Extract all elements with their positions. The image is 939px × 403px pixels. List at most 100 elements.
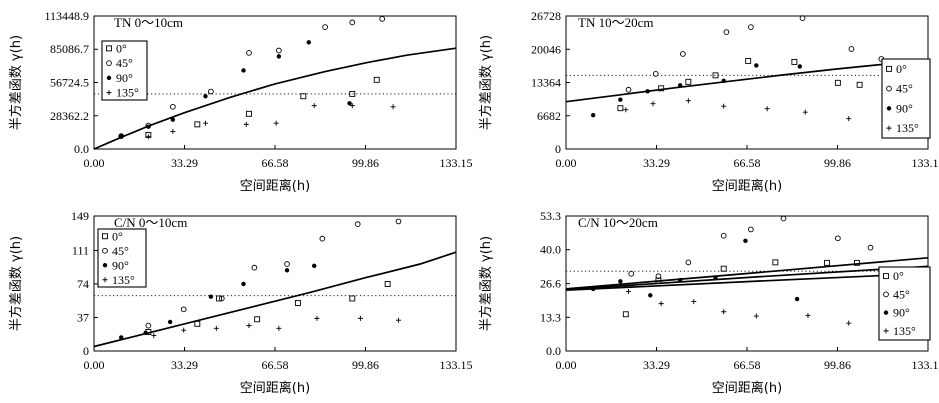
data-point bbox=[349, 103, 355, 109]
x-tick-label: 99.86 bbox=[352, 156, 379, 170]
chart-title: C/N 0～10cm bbox=[114, 215, 187, 230]
data-point bbox=[691, 299, 697, 305]
data-point bbox=[118, 133, 124, 139]
data-point bbox=[780, 215, 787, 222]
legend-marker bbox=[106, 60, 112, 66]
legend-marker bbox=[106, 45, 112, 52]
data-point bbox=[791, 58, 798, 65]
data-point bbox=[203, 94, 208, 99]
data-point bbox=[208, 88, 214, 95]
legend-label: 0° bbox=[893, 269, 904, 283]
data-point bbox=[202, 120, 208, 126]
data-point bbox=[306, 40, 311, 45]
data-point bbox=[373, 76, 380, 83]
legend-marker bbox=[102, 233, 108, 240]
x-tick-label: 33.29 bbox=[643, 358, 670, 372]
data-point bbox=[721, 78, 726, 84]
chart-panel-4: 0.00 33.29 66.58 99.86 133.15 0.0 13.3 26.6 40.0… bbox=[478, 209, 939, 396]
data-point bbox=[276, 47, 282, 54]
y-tick-label: 26.6 bbox=[540, 277, 561, 291]
data-point bbox=[246, 323, 252, 329]
legend-label: 90° bbox=[896, 101, 913, 115]
legend-label: 45° bbox=[893, 287, 910, 301]
legend-box bbox=[881, 58, 931, 139]
y-tick-label: 20046 bbox=[531, 42, 561, 56]
data-point bbox=[300, 93, 307, 100]
x-tick-label: 66.58 bbox=[262, 156, 289, 170]
data-point bbox=[712, 72, 719, 79]
chart-panel-1: 0.00 33.29 66.58 99.86 133.15 0.0 28362.2 56724… bbox=[8, 9, 473, 194]
data-point bbox=[312, 263, 317, 269]
y-tick-label: 111 bbox=[72, 243, 89, 257]
data-point bbox=[349, 19, 356, 26]
x-tick-label: 133.15 bbox=[440, 156, 473, 170]
data-point bbox=[658, 85, 665, 92]
data-point bbox=[276, 325, 282, 331]
legend: 0°45°90°135° bbox=[101, 40, 148, 101]
legend-label: 135° bbox=[896, 121, 919, 135]
data-point bbox=[170, 128, 176, 134]
data-point bbox=[648, 293, 653, 298]
legend-marker bbox=[106, 90, 112, 96]
chart-title: C/N 10～20cm bbox=[578, 215, 658, 230]
legend-marker bbox=[102, 247, 108, 254]
legend: 0°45°90°135° bbox=[878, 266, 931, 341]
x-tick-label: 0.00 bbox=[556, 156, 577, 170]
data-point bbox=[145, 322, 152, 329]
x-tick-label: 66.58 bbox=[262, 358, 289, 372]
legend-marker bbox=[886, 65, 892, 72]
plot-frame bbox=[93, 15, 457, 150]
data-point bbox=[347, 101, 352, 106]
x-tick-label: 99.86 bbox=[352, 358, 379, 372]
data-point bbox=[723, 29, 730, 35]
legend-label: 45° bbox=[112, 244, 129, 258]
data-point bbox=[145, 134, 151, 140]
data-point bbox=[846, 320, 852, 326]
data-point bbox=[167, 319, 173, 325]
data-point bbox=[322, 24, 328, 30]
data-point bbox=[590, 286, 596, 292]
chart-title: TN 0～10cm bbox=[114, 15, 183, 30]
data-point bbox=[658, 301, 664, 307]
data-point bbox=[650, 101, 656, 107]
x-tick-label: 33.29 bbox=[643, 156, 670, 170]
legend-label: 0° bbox=[116, 41, 127, 55]
y-tick-label: 74 bbox=[77, 277, 89, 291]
data-point bbox=[590, 112, 596, 118]
y-tick-label: 26728 bbox=[531, 9, 561, 23]
data-point bbox=[834, 79, 841, 86]
data-point bbox=[246, 110, 252, 117]
data-point bbox=[625, 86, 632, 93]
data-point bbox=[743, 238, 748, 244]
legend-label: 0° bbox=[896, 62, 907, 76]
data-point bbox=[680, 51, 686, 57]
data-point bbox=[194, 320, 201, 327]
data-point bbox=[794, 296, 800, 302]
y-tick-label: 56724.5 bbox=[50, 75, 89, 89]
data-point bbox=[772, 259, 779, 266]
data-point bbox=[384, 281, 391, 287]
data-point bbox=[867, 244, 874, 251]
data-point bbox=[835, 235, 841, 242]
data-point bbox=[395, 317, 401, 323]
data-point bbox=[246, 50, 252, 56]
x-tick-label: 99.86 bbox=[824, 156, 851, 170]
data-point bbox=[146, 124, 151, 129]
y-tick-label: 13364 bbox=[531, 76, 561, 90]
data-point bbox=[241, 68, 246, 73]
data-point bbox=[677, 277, 683, 283]
data-point bbox=[349, 295, 356, 302]
data-point bbox=[390, 104, 396, 110]
data-point bbox=[319, 235, 326, 242]
y-tick-label: 37 bbox=[77, 310, 89, 324]
data-point bbox=[655, 277, 662, 284]
data-point bbox=[652, 71, 659, 77]
legend-marker bbox=[886, 85, 892, 92]
chart-panel-3: 0.00 33.29 66.58 99.86 133.15 0 37 74 111 149 C/N … bbox=[8, 209, 473, 396]
data-point bbox=[243, 121, 249, 127]
legend-marker bbox=[883, 291, 889, 298]
data-point bbox=[721, 309, 727, 315]
data-point bbox=[848, 46, 855, 52]
x-tick-label: 0.00 bbox=[556, 358, 577, 372]
